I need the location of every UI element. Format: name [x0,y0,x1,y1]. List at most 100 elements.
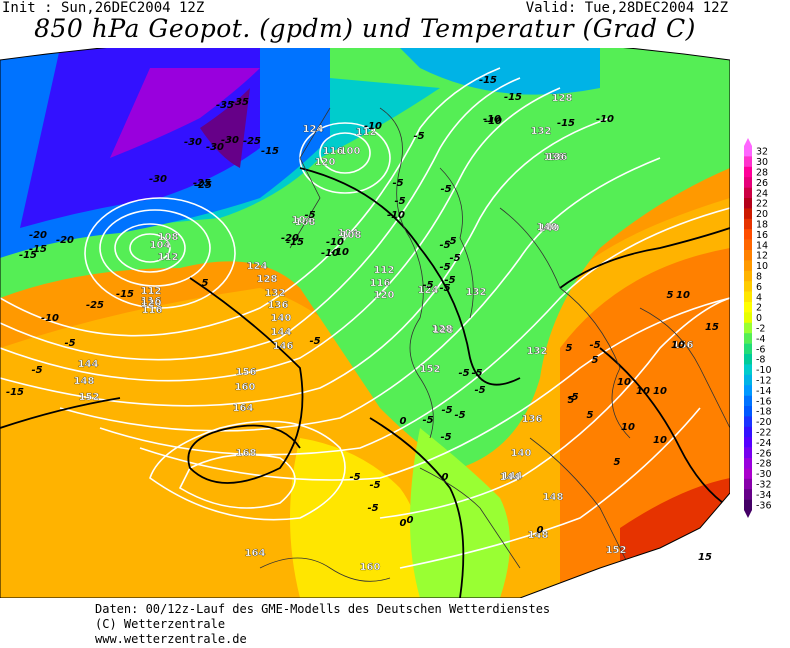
svg-text:132: 132 [466,287,487,298]
geopotential-label: 160 [359,562,380,573]
svg-text:140: 140 [511,448,532,459]
colorbar-tick-label: -10 [756,365,772,376]
colorbar-tick-label: -16 [756,396,772,407]
svg-text:156: 156 [673,340,694,351]
temperature-label: -5 [64,338,75,349]
temperature-label: 10 [676,290,690,301]
colorbar-swatch [744,146,752,157]
geopotential-label: 128 [256,274,278,285]
temperature-label: -5 [474,385,485,396]
svg-text:140: 140 [537,222,558,233]
temperature-label: -15 [29,244,47,255]
geopotential-label: 148 [542,492,564,503]
colorbar-tick-label: -28 [756,459,772,470]
colorbar-swatch [744,218,752,230]
colorbar-tick-label: 4 [756,292,762,303]
colorbar-swatch [744,374,752,386]
geopotential-label: 140 [538,223,559,234]
svg-text:100: 100 [340,146,361,157]
geopotential-label: 116 [322,146,344,157]
svg-text:116: 116 [370,278,391,289]
geopotential-contours [0,67,730,569]
colorbar-swatch [744,229,752,240]
temperature-label: -30 [149,174,167,185]
svg-text:116: 116 [323,146,344,157]
colorbar-tick-label: 14 [756,240,768,251]
svg-text:152: 152 [420,364,441,375]
geopotential-label: 116 [140,296,161,307]
geopotential-label: 104 [149,240,170,251]
geopotential-label: 144 [501,471,523,482]
geopotential-label: 124 [302,124,323,135]
svg-text:116: 116 [142,305,163,316]
geopotential-label-group: 1281321361401001121241161201081041241281… [73,93,694,573]
weather-map: 1281321361401001121241161201081041241281… [0,48,730,598]
temperature-label: -5 [441,405,452,416]
geopotential-label: 132 [465,287,487,298]
temperature-label: -10 [596,114,614,125]
geopotential-label: 152 [419,364,441,375]
geopotential-label: 152 [78,392,99,403]
geopotential-label: 144 [499,472,520,483]
colorbar-swatch [744,416,752,428]
valid-time-label: Valid: Tue,28DEC2004 12Z [525,0,728,16]
colorbar-tick-label: -30 [756,469,772,480]
temperature-label: 5 [568,395,575,406]
temperature-label: -5 [413,131,424,142]
svg-text:144: 144 [271,327,292,338]
svg-text:136: 136 [268,300,289,311]
temperature-label: -10 [484,116,502,127]
temperature-label: -5 [439,240,450,251]
geopotential-label: 136 [546,152,568,163]
geopotential-label: 156 [672,340,694,351]
svg-text:144: 144 [502,471,523,482]
geopotential-label: 120 [140,298,161,309]
colorbar-swatch [744,354,752,365]
temperature-label: -35 [231,97,249,108]
temperature-label: -30 [206,142,224,153]
colorbar-swatch [744,198,752,209]
colorbar-tick-label: 0 [756,313,762,324]
init-time-label: Init : Sun,26DEC2004 12Z [2,0,205,16]
colorbar-tick-label: -22 [756,428,772,439]
temperature-label: 10 [671,340,685,351]
temperature-label: 5 [614,457,621,468]
geopotential-label: 136 [543,152,564,163]
temperature-label: -5 [367,503,378,514]
yellow-zone [290,438,423,598]
svg-text:152: 152 [606,545,627,556]
colorbar-tick-label: 12 [756,251,768,262]
geopotential-label: 132 [526,346,547,357]
svg-text:148: 148 [543,492,564,503]
colorbar-tick-label: -26 [756,448,772,459]
svg-text:148: 148 [528,530,549,541]
temperature-label: 0 [407,515,414,526]
geopotential-label: 144 [77,359,98,370]
geopotential-label: 136 [267,300,289,311]
temperature-label: 5 [566,343,573,354]
colorbar-swatch [744,322,752,334]
colorbar-tick-label: -34 [756,490,772,501]
colorbar-tick-label: -8 [756,355,765,366]
colorbar-swatch [744,478,752,490]
geopotential-label: 160 [234,382,255,393]
svg-text:108: 108 [341,230,362,241]
colorbar-swatch [744,426,752,438]
svg-text:104: 104 [338,228,359,239]
colorbar-swatch [744,156,752,168]
svg-text:128: 128 [257,274,278,285]
colorbar-tick-label: 22 [756,199,768,210]
colorbar-tick-label: -6 [756,344,765,355]
svg-text:168: 168 [236,448,257,459]
geopotential-label: 128 [432,325,453,336]
svg-text:136: 136 [547,152,568,163]
colorbar-swatch [744,458,752,469]
colorbar-swatch [744,291,752,303]
geopotential-label: 104 [337,228,359,239]
colorbar-tick-label: 26 [756,178,768,189]
geopotential-label: 168 [235,448,257,459]
temperature-label: -5 [440,184,451,195]
geopotential-label: 120 [314,157,335,168]
colorbar-tick-label: -4 [756,334,765,345]
temperature-label: 0 [400,518,407,529]
